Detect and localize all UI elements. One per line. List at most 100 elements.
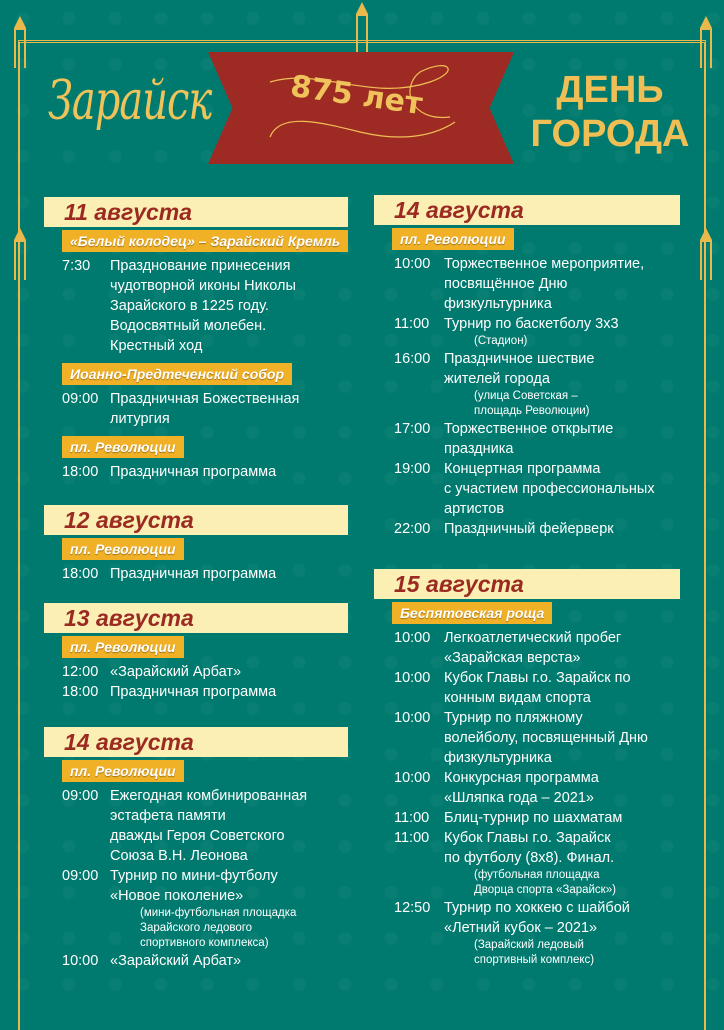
swirl-ornament <box>269 65 456 138</box>
event-time: 17:00 <box>394 421 431 437</box>
event-text-line: Кубок Главы г.о. Зарайск <box>444 830 611 846</box>
venue-label: пл. Революции <box>62 538 184 560</box>
event-text-line: конным видам спорта <box>444 690 591 706</box>
event-time: 18:00 <box>62 684 99 700</box>
tower-icon <box>14 228 26 280</box>
event-item: 09:00 Турнир по мини-футболу «Новое поколе… <box>44 866 348 951</box>
event-list: 09:00 Ежегодная комбинированная эстафета п… <box>44 786 348 971</box>
event-description: Концертная программа с участием профессио… <box>444 459 680 519</box>
event-list: 10:00 Легкоатлетический пробег «Зарайская … <box>374 628 680 968</box>
logo: Зарайск <box>48 70 212 133</box>
page-title: ДЕНЬ ГОРОДА <box>520 68 700 156</box>
event-text-line: Празднование принесения <box>110 258 291 274</box>
venue-label: пл. Революции <box>62 436 184 458</box>
event-description: Праздничная программа <box>110 682 348 702</box>
event-text-line: Торжественное открытие <box>444 421 614 437</box>
event-time: 11:00 <box>394 830 430 846</box>
event-item: 09:00 Праздничная Божественная литургия <box>44 389 348 429</box>
day-block: 15 августа Беспятовская роща 10:00 Легкоатл… <box>374 569 680 972</box>
date-header: 15 августа <box>374 569 680 599</box>
date-header: 14 августа <box>374 195 680 225</box>
event-description: Кубок Главы г.о. Зарайск по конным видам … <box>444 668 680 708</box>
event-time: 18:00 <box>62 566 99 582</box>
event-item: 18:00 Праздничная программа <box>44 682 348 702</box>
event-item: 18:00 Праздничная программа <box>44 564 348 584</box>
event-time: 11:00 <box>394 316 430 332</box>
event-time: 10:00 <box>394 770 431 786</box>
event-text-line: Праздничная Божественная <box>110 391 300 407</box>
event-text-line: Праздничная программа <box>110 464 277 480</box>
event-location-note: (мини-футбольная площадка <box>140 907 297 919</box>
event-location-note: спортивный комплекс) <box>474 954 595 966</box>
day-block: 14 августа пл. Революции 10:00 Торжественно… <box>374 195 680 543</box>
event-time: 12:50 <box>394 900 431 916</box>
event-list: 18:00 Праздничная программа <box>44 564 348 584</box>
date-header: 13 августа <box>44 603 348 633</box>
event-text-line: Турнир по пляжному <box>444 710 583 726</box>
event-description: Праздничная программа <box>110 564 348 584</box>
date-header: 11 августа <box>44 197 348 227</box>
event-description: Празднование принесения чудотворной иконы… <box>110 256 348 356</box>
event-item: 10:00 Турнир по пляжному волейболу, посвящ… <box>374 708 680 768</box>
date-header: 14 августа <box>44 727 348 757</box>
event-text-line: «Зарайский Арбат» <box>110 953 242 969</box>
event-time: 19:00 <box>394 461 431 477</box>
event-time: 11:00 <box>394 810 430 826</box>
event-location-note: Зарайского ледового <box>140 922 253 934</box>
title-line: ГОРОДА <box>530 113 690 155</box>
event-location-note: спортивного комплекса) <box>140 937 269 949</box>
tower-icon <box>700 16 712 68</box>
event-description: «Зарайский Арбат» <box>110 951 348 971</box>
event-description: Праздничное шествие жителей города (улица … <box>444 349 680 419</box>
event-description: Конкурсная программа «Шляпка года – 2021» <box>444 768 680 808</box>
venue-label: пл. Революции <box>62 760 184 782</box>
event-text-line: волейболу, посвященный Дню <box>444 730 648 746</box>
event-time: 10:00 <box>394 710 431 726</box>
event-text-line: Торжественное мероприятие, <box>444 256 645 272</box>
event-description: Торжественное открытие праздника <box>444 419 680 459</box>
day-block: 13 августа пл. Революции 12:00 «Зарайский А… <box>44 603 348 706</box>
event-item: 10:00 Легкоатлетический пробег «Зарайская … <box>374 628 680 668</box>
event-item: 16:00 Праздничное шествие жителей города (у… <box>374 349 680 419</box>
event-list: 12:00 «Зарайский Арбат» 18:00 Праздничная п… <box>44 662 348 702</box>
event-text-line: жителей города <box>444 371 550 387</box>
tower-icon <box>700 228 712 280</box>
event-text-line: праздника <box>444 441 514 457</box>
event-description: Турнир по мини-футболу «Новое поколение» (… <box>110 866 348 951</box>
event-list: 7:30 Празднование принесения чудотворной и… <box>44 256 348 356</box>
event-item: 12:00 «Зарайский Арбат» <box>44 662 348 682</box>
event-time: 16:00 <box>394 351 431 367</box>
event-description: Кубок Главы г.о. Зарайск по футболу (8х8)… <box>444 828 680 898</box>
event-location-note: площадь Революции) <box>474 405 590 417</box>
event-text-line: «Зарайская верста» <box>444 650 581 666</box>
event-text-line: «Зарайский Арбат» <box>110 664 242 680</box>
event-text-line: Кубок Главы г.о. Зарайск по <box>444 670 631 686</box>
day-block: 12 августа пл. Революции 18:00 Праздничная … <box>44 505 348 588</box>
event-item: 22:00 Праздничный фейерверк <box>374 519 680 539</box>
event-item: 10:00 Торжественное мероприятие, посвящённ… <box>374 254 680 314</box>
event-text-line: Праздничная программа <box>110 566 277 582</box>
event-time: 09:00 <box>62 391 99 407</box>
event-text-line: Союза В.Н. Леонова <box>110 848 248 864</box>
event-list: 09:00 Праздничная Божественная литургия <box>44 389 348 429</box>
event-time: 09:00 <box>62 788 99 804</box>
title-line: ДЕНЬ <box>556 69 664 111</box>
event-item: 17:00 Торжественное открытие праздника <box>374 419 680 459</box>
tower-icon <box>14 16 26 68</box>
venue-label: Иоанно-Предтеченский собор <box>62 363 293 385</box>
event-description: Праздничный фейерверк <box>444 519 680 539</box>
event-time: 09:00 <box>62 868 99 884</box>
event-text-line: «Летний кубок – 2021» <box>444 920 598 936</box>
event-text-line: с участием профессиональных <box>444 481 655 497</box>
event-item: 10:00 Кубок Главы г.о. Зарайск по конным в… <box>374 668 680 708</box>
event-text-line: Конкурсная программа <box>444 770 599 786</box>
event-text-line: Крестный ход <box>110 338 203 354</box>
event-description: Торжественное мероприятие, посвящённое Дн… <box>444 254 680 314</box>
event-description: Турнир по баскетболу 3х3 (Стадион) <box>444 314 680 349</box>
event-text-line: Водосвятный молебен. <box>110 318 267 334</box>
event-text-line: Ежегодная комбинированная <box>110 788 308 804</box>
event-location-note: (Стадион) <box>474 335 528 347</box>
event-location-note: (футбольная площадка <box>474 869 600 881</box>
event-description: Турнир по пляжному волейболу, посвященный… <box>444 708 680 768</box>
event-time: 12:00 <box>62 664 99 680</box>
